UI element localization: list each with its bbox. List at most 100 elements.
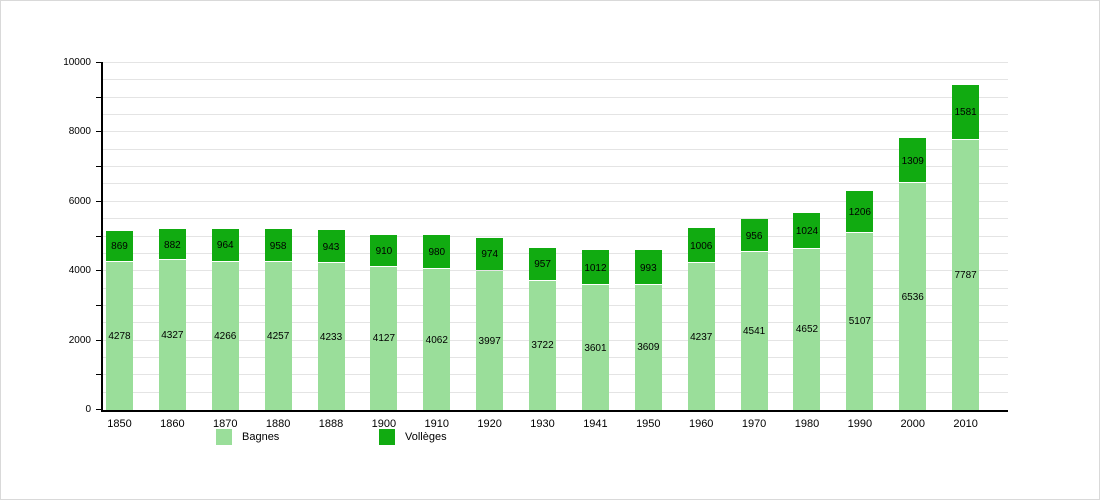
bar-value-volleges: 957	[534, 259, 551, 271]
x-axis-label-1850: 1850	[107, 418, 132, 430]
bar-segment-bagnes	[687, 262, 715, 410]
bar-value-volleges: 1024	[795, 225, 819, 237]
bar-value-volleges: 974	[481, 249, 499, 261]
legend-label-volleges: Vollèges	[405, 431, 447, 443]
x-axis-label-1960: 1960	[688, 418, 714, 430]
bar-value-bagnes: 5107	[848, 316, 871, 328]
bar-value-volleges: 993	[639, 262, 657, 274]
gridline-y-9000	[103, 96, 1008, 98]
gridline-y-8000	[103, 131, 1008, 133]
x-axis-label-1860: 1860	[160, 418, 185, 430]
bar-segment-volleges	[211, 228, 239, 261]
bar-segment-volleges	[687, 228, 715, 262]
bar-value-bagnes: 4327	[161, 329, 184, 341]
x-axis-label-1870: 1870	[213, 418, 238, 430]
x-axis-label-1880: 1880	[265, 418, 291, 430]
bar-segment-volleges	[158, 229, 186, 259]
bar-value-volleges: 1206	[848, 206, 871, 218]
gridline-y-5500	[103, 218, 1008, 220]
bar-segment-volleges	[581, 249, 609, 285]
gridline-y-6000	[103, 200, 1008, 202]
bar-segment-bagnes	[106, 261, 133, 410]
gridline-y-7500	[103, 148, 1008, 150]
y-axis-tick-9000	[96, 96, 103, 98]
bar-value-bagnes: 4266	[214, 331, 237, 342]
bar-segment-volleges	[264, 229, 292, 262]
bar-value-bagnes: 3722	[531, 340, 554, 352]
bar-value-bagnes: 3601	[584, 342, 607, 354]
bar-value-bagnes: 6536	[901, 291, 924, 303]
bar-value-bagnes: 3997	[478, 335, 501, 347]
bar-value-bagnes: 7787	[954, 269, 977, 281]
x-axis-label-1970: 1970	[741, 418, 767, 430]
legend-item-volleges: Vollèges	[379, 429, 447, 445]
bar-segment-volleges	[317, 230, 345, 263]
y-axis-tick-8000	[96, 131, 103, 133]
bar-segment-bagnes	[317, 263, 345, 410]
y-axis-tick-2000	[96, 339, 103, 341]
legend-label-bagnes: Bagnes	[242, 431, 280, 443]
bar-segment-volleges	[529, 247, 557, 280]
bar-value-bagnes: 4541	[742, 326, 766, 338]
plot-area: 0 2000 4000 6000 8000 10000 4278 869 1850 4327 882…	[63, 57, 1008, 430]
x-axis-label-1930: 1930	[530, 418, 555, 430]
bar-segment-bagnes	[264, 262, 292, 410]
y-axis-label-0: 0	[85, 404, 91, 415]
bar-segment-bagnes	[793, 248, 821, 410]
bar-segment-volleges	[846, 190, 874, 232]
bar-segment-bagnes	[529, 280, 557, 410]
bar-value-bagnes: 4237	[690, 331, 713, 343]
x-axis-label-2000: 2000	[900, 418, 925, 430]
bar-value-volleges: 943	[322, 241, 340, 253]
y-axis-tick-10000	[96, 62, 103, 63]
bar-segment-volleges	[476, 237, 504, 271]
bar-value-bagnes: 4257	[267, 331, 290, 343]
y-axis-tick-5000	[96, 235, 103, 237]
bar-value-bagnes: 4233	[319, 331, 343, 343]
bar-segment-volleges	[634, 250, 662, 284]
bar-segment-bagnes	[370, 266, 398, 410]
bar-segment-volleges	[899, 137, 927, 183]
gridline-y-5000	[103, 235, 1008, 237]
gridline-y-9500	[103, 79, 1008, 81]
y-axis-tick-6000	[96, 200, 103, 202]
legend-swatch-volleges	[379, 429, 395, 445]
bar-value-volleges: 980	[428, 247, 446, 259]
bar-value-bagnes: 4652	[795, 324, 819, 336]
bar-segment-volleges	[106, 231, 133, 261]
legend-swatch-bagnes	[216, 429, 232, 445]
bar-value-bagnes: 3609	[637, 342, 660, 354]
x-axis-label-1900: 1900	[371, 418, 397, 430]
x-axis-label-1910: 1910	[424, 418, 450, 430]
bar-segment-volleges	[793, 213, 821, 248]
gridline-y-10000	[103, 62, 1008, 63]
bar-segment-bagnes	[846, 232, 874, 410]
gridline-y-6500	[103, 183, 1008, 185]
bar-value-bagnes: 4127	[372, 333, 396, 345]
bar-segment-bagnes	[899, 183, 927, 410]
bar-segment-volleges	[370, 235, 398, 266]
bar-segment-bagnes	[634, 284, 662, 410]
y-axis-tick-4000	[96, 270, 103, 272]
x-axis-label-1950: 1950	[636, 418, 661, 430]
y-axis-label-2000: 2000	[68, 334, 91, 346]
bar-segment-bagnes	[581, 285, 609, 410]
bar-segment-volleges	[423, 235, 451, 269]
bar-value-volleges: 869	[111, 241, 128, 253]
x-axis-label-1990: 1990	[847, 418, 873, 430]
bar-value-volleges: 956	[745, 230, 763, 242]
bar-segment-volleges	[952, 84, 980, 139]
bar-value-bagnes: 4062	[425, 334, 448, 346]
gridline-y-8500	[103, 114, 1008, 116]
bar-segment-bagnes	[158, 259, 186, 410]
bar-segment-bagnes	[740, 252, 768, 410]
bar-segment-volleges	[740, 219, 768, 252]
x-axis-label-1920: 1920	[477, 418, 502, 430]
bar-segment-bagnes	[211, 261, 239, 410]
bar-value-volleges: 1012	[584, 262, 607, 274]
bar-value-volleges: 964	[216, 240, 234, 252]
legend-item-bagnes: Bagnes	[216, 429, 279, 445]
bar-value-volleges: 958	[269, 240, 287, 252]
x-axis-label-1888: 1888	[318, 418, 344, 430]
bar-value-volleges: 882	[164, 239, 181, 251]
